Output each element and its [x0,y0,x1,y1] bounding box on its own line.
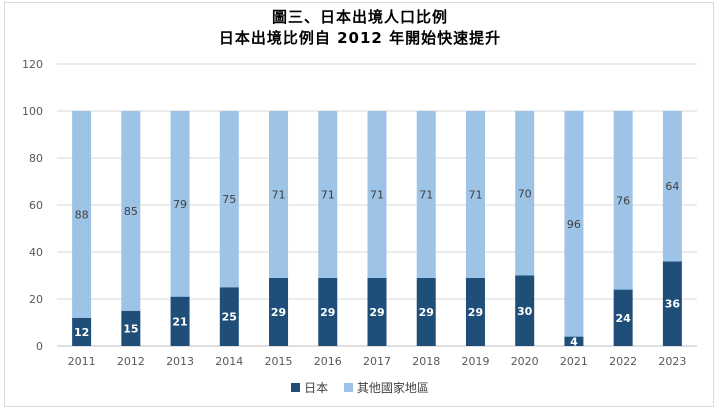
bar-japan [564,336,584,346]
x-tick-label: 2022 [609,355,637,368]
bar-other [515,111,535,276]
legend-swatch-japan [291,383,301,392]
data-label-japan: 25 [222,311,237,324]
data-label-other: 71 [321,188,335,201]
data-label-japan: 29 [419,306,434,319]
data-label-other: 96 [567,218,581,231]
data-label-other: 75 [222,193,236,206]
data-label-other: 71 [272,188,286,201]
x-tick-label: 2011 [68,355,96,368]
data-label-japan: 15 [123,322,138,335]
x-tick-label: 2020 [511,355,539,368]
bar-other [564,111,584,337]
data-label-other: 71 [419,188,433,201]
bar-japan [170,296,190,346]
x-tick-label: 2012 [117,355,145,368]
data-label-japan: 29 [468,306,483,319]
bar-japan [465,277,485,346]
data-label-other: 71 [370,188,384,201]
x-tick-label: 2018 [412,355,440,368]
bar-japan [515,275,535,346]
data-label-japan: 29 [320,306,335,319]
data-label-japan: 29 [271,306,286,319]
x-tick-label: 2023 [658,355,686,368]
y-tick-label: 60 [29,199,43,212]
bar-japan [662,261,682,346]
x-tick-label: 2021 [560,355,588,368]
x-tick-label: 2016 [314,355,342,368]
chart-subtitle: 日本出境比例自 2012 年開始快速提升 [218,29,502,47]
data-label-japan: 36 [665,298,681,311]
bar-other [121,111,141,311]
bar-japan [219,287,239,346]
y-tick-label: 120 [22,58,43,71]
y-tick-label: 100 [22,105,43,118]
bar-japan [613,289,633,346]
chart-legend: 日本 其他國家地區 [0,379,720,396]
legend-item-other: 其他國家地區 [343,379,429,396]
y-tick-label: 0 [36,340,43,353]
x-tick-label: 2019 [461,355,489,368]
bar-other [367,111,387,278]
data-label-other: 85 [124,205,138,218]
bar-other [219,111,239,288]
data-label-japan: 4 [570,335,578,348]
bar-japan [269,277,289,346]
bar-other [170,111,190,297]
data-label-other: 88 [75,208,89,221]
bar-japan [416,277,436,346]
data-label-japan: 24 [615,312,631,325]
bar-japan [72,317,92,346]
legend-label-other: 其他國家地區 [356,381,429,395]
bar-japan [367,277,387,346]
legend-label-japan: 日本 [304,381,329,395]
x-tick-label: 2014 [215,355,243,368]
data-label-other: 71 [468,188,482,201]
bar-other [662,111,682,262]
data-label-japan: 29 [369,306,384,319]
y-tick-label: 20 [29,293,43,306]
data-label-other: 70 [518,187,532,200]
legend-item-japan: 日本 [291,379,328,396]
y-tick-label: 80 [29,152,43,165]
data-label-japan: 30 [517,305,533,318]
legend-swatch-other [343,383,353,392]
y-tick-label: 40 [29,246,43,259]
bar-japan [318,277,338,346]
bar-other [72,111,92,318]
bar-other [318,111,338,278]
bar-other [465,111,485,278]
x-tick-label: 2015 [265,355,293,368]
x-tick-label: 2013 [166,355,194,368]
chart-title: 圖三、日本出境人口比例 [271,8,448,26]
data-label-japan: 21 [172,315,187,328]
bar-other [269,111,289,278]
data-label-other: 79 [173,198,187,211]
data-label-japan: 12 [74,326,89,339]
data-label-other: 76 [616,194,630,207]
bar-other [416,111,436,278]
bar-japan [121,310,141,346]
data-label-other: 64 [665,180,679,193]
x-tick-label: 2017 [363,355,391,368]
bar-other [613,111,633,290]
